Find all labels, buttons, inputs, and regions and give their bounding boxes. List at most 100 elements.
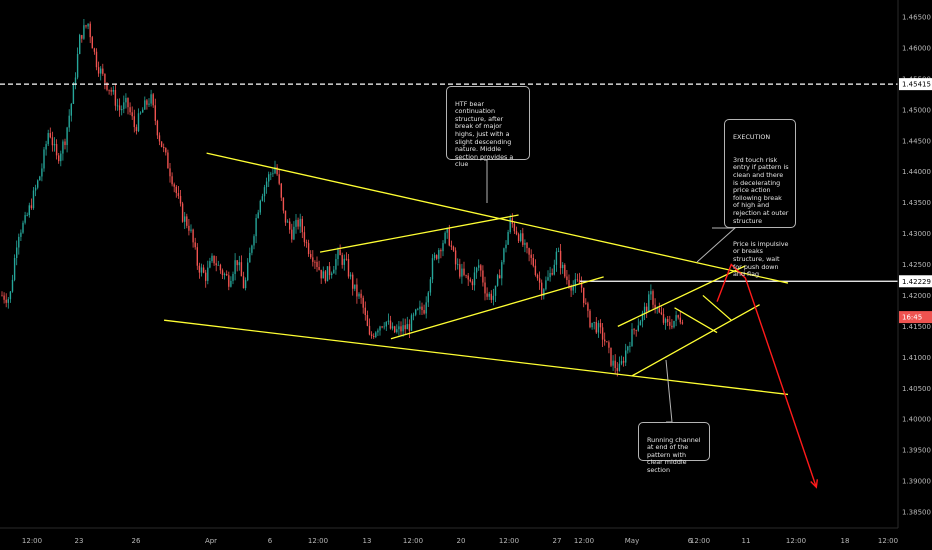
projected-path[interactable] xyxy=(716,263,817,488)
candle xyxy=(622,361,625,363)
candle xyxy=(398,326,400,330)
candle xyxy=(236,260,238,266)
candle xyxy=(207,267,209,281)
trendline-3[interactable] xyxy=(319,214,519,253)
candle xyxy=(454,250,457,265)
time-axis[interactable]: 12:00 23 26 Apr 6 12:00 13 12:00 20 12:00 27 12:00 M… xyxy=(22,537,898,545)
candle xyxy=(568,280,570,287)
candle xyxy=(375,332,377,338)
trendline-1[interactable] xyxy=(206,152,789,284)
price-tick-label: 1.44000 xyxy=(902,168,931,176)
candle xyxy=(39,176,41,181)
candle xyxy=(87,23,89,27)
trendline-7[interactable] xyxy=(674,307,718,334)
trendline-4[interactable] xyxy=(390,276,604,340)
candle xyxy=(175,186,177,194)
candle xyxy=(444,232,446,244)
candle xyxy=(431,258,434,280)
candle xyxy=(669,322,671,326)
candle xyxy=(446,228,448,233)
time-tick-label: 12:00 xyxy=(878,537,898,545)
candle xyxy=(614,360,616,369)
candle xyxy=(589,310,591,328)
trendline-5[interactable] xyxy=(631,304,760,377)
candle xyxy=(215,263,217,266)
price-tick-label: 1.46500 xyxy=(902,14,931,22)
candle xyxy=(66,127,68,146)
candle xyxy=(3,295,5,300)
candle xyxy=(123,102,125,110)
candle xyxy=(599,323,602,328)
candle xyxy=(457,264,459,266)
candle xyxy=(95,51,98,68)
candle xyxy=(641,312,644,322)
candle xyxy=(652,291,654,305)
candle xyxy=(274,167,276,174)
candle xyxy=(261,196,264,201)
candle xyxy=(148,103,150,105)
candle xyxy=(427,292,429,303)
candle xyxy=(24,215,26,223)
candle xyxy=(543,289,545,296)
candle xyxy=(593,321,595,323)
candle xyxy=(517,234,520,242)
candle xyxy=(469,279,471,282)
candle xyxy=(74,77,77,85)
candle xyxy=(473,272,476,286)
htf-structure-callout: HTF bear continuation structure, after b… xyxy=(446,86,530,168)
candle xyxy=(13,258,16,280)
time-tick-label: 12:00 xyxy=(574,537,594,545)
trendline-8[interactable] xyxy=(702,294,732,321)
candle xyxy=(303,232,306,243)
candle xyxy=(62,141,64,154)
candle xyxy=(448,228,450,246)
candle xyxy=(570,286,572,291)
candle xyxy=(121,109,123,111)
candle xyxy=(415,309,417,315)
candle xyxy=(91,37,93,49)
candle xyxy=(53,144,56,146)
candle xyxy=(41,168,43,177)
candle xyxy=(362,297,364,308)
candle xyxy=(28,205,30,216)
candle xyxy=(643,306,646,313)
candle xyxy=(58,155,60,162)
pattern-trendlines xyxy=(164,152,789,396)
candle xyxy=(387,320,390,322)
candle xyxy=(20,232,22,237)
candle xyxy=(47,133,49,145)
candle xyxy=(114,90,117,106)
candle xyxy=(72,84,75,104)
candle xyxy=(410,315,413,331)
candle xyxy=(555,251,558,265)
candle xyxy=(198,265,201,273)
candle xyxy=(616,368,618,371)
time-tick-label: 11 xyxy=(742,537,751,545)
candle xyxy=(520,233,522,242)
price-tag-box xyxy=(899,311,932,324)
time-tick-label: 18 xyxy=(841,537,850,545)
time-tick-label: 27 xyxy=(553,537,562,545)
candle xyxy=(307,243,310,255)
candle xyxy=(291,229,293,240)
candle xyxy=(316,261,318,268)
channel-callout: Running channel at end of the pattern wi… xyxy=(638,422,710,474)
candle xyxy=(578,280,581,284)
candle xyxy=(625,350,627,363)
candle xyxy=(268,174,270,182)
candle xyxy=(635,330,637,331)
candle xyxy=(352,274,354,289)
candle xyxy=(221,270,224,276)
candle xyxy=(532,257,534,266)
candle xyxy=(488,293,490,297)
candle xyxy=(553,264,555,275)
candle xyxy=(421,306,423,311)
candle xyxy=(326,266,329,282)
candle xyxy=(442,243,444,252)
price-tick-label: 1.41500 xyxy=(902,323,931,331)
candle xyxy=(667,318,669,323)
price-tags: 1.45415 1.42229 16:45 xyxy=(899,78,932,324)
trendline-6[interactable] xyxy=(617,265,746,327)
trendline-2[interactable] xyxy=(164,319,789,396)
